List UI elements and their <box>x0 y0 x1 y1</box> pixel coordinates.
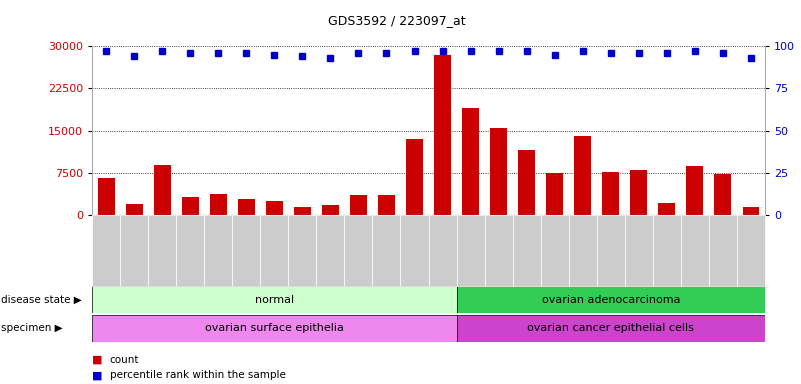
Bar <box>406 139 423 215</box>
Text: disease state ▶: disease state ▶ <box>1 295 82 305</box>
Bar <box>434 55 451 215</box>
Bar <box>602 172 619 215</box>
Bar <box>266 201 283 215</box>
FancyBboxPatch shape <box>92 315 457 342</box>
Bar <box>294 207 311 215</box>
Bar <box>546 173 563 215</box>
Bar <box>378 195 395 215</box>
Text: ■: ■ <box>92 370 106 380</box>
Text: ovarian cancer epithelial cells: ovarian cancer epithelial cells <box>527 323 694 333</box>
Bar <box>714 174 731 215</box>
Text: GDS3592 / 223097_at: GDS3592 / 223097_at <box>328 14 465 27</box>
FancyBboxPatch shape <box>92 286 457 313</box>
Text: percentile rank within the sample: percentile rank within the sample <box>110 370 286 380</box>
Text: ■: ■ <box>92 355 106 365</box>
Bar <box>98 179 115 215</box>
Text: count: count <box>110 355 139 365</box>
Bar <box>743 207 759 215</box>
Text: specimen ▶: specimen ▶ <box>1 323 62 333</box>
Bar <box>126 204 143 215</box>
Bar <box>574 136 591 215</box>
Bar <box>490 128 507 215</box>
Bar <box>154 166 171 215</box>
Bar <box>210 194 227 215</box>
Bar <box>238 199 255 215</box>
Bar <box>658 203 675 215</box>
FancyBboxPatch shape <box>457 286 765 313</box>
Bar <box>686 166 703 215</box>
Text: ovarian surface epithelia: ovarian surface epithelia <box>205 323 344 333</box>
FancyBboxPatch shape <box>457 315 765 342</box>
Bar <box>322 205 339 215</box>
Bar <box>350 195 367 215</box>
Bar <box>630 170 647 215</box>
Bar <box>462 108 479 215</box>
Text: normal: normal <box>255 295 294 305</box>
Bar <box>182 197 199 215</box>
Text: ovarian adenocarcinoma: ovarian adenocarcinoma <box>541 295 680 305</box>
Bar <box>518 150 535 215</box>
